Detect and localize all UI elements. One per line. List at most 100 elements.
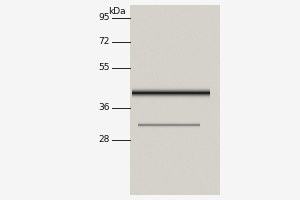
- Point: [181, 113, 186, 116]
- Point: [205, 18, 210, 21]
- Point: [162, 7, 167, 10]
- Point: [181, 174, 186, 177]
- Point: [138, 85, 143, 88]
- Point: [144, 143, 149, 146]
- Point: [154, 52, 159, 55]
- Point: [178, 50, 183, 53]
- Point: [139, 29, 144, 32]
- Point: [175, 35, 180, 39]
- Point: [195, 45, 200, 49]
- Point: [155, 45, 160, 48]
- Point: [213, 120, 218, 124]
- Point: [132, 112, 137, 115]
- Point: [170, 180, 175, 184]
- Point: [171, 20, 176, 23]
- Point: [175, 72, 180, 75]
- Point: [150, 54, 155, 58]
- Point: [190, 33, 195, 37]
- Point: [153, 37, 158, 40]
- Point: [129, 147, 134, 150]
- Point: [210, 75, 215, 78]
- Point: [154, 87, 159, 90]
- Point: [144, 25, 149, 28]
- Point: [204, 118, 209, 121]
- Point: [166, 72, 171, 75]
- Point: [182, 91, 187, 94]
- Point: [171, 89, 176, 92]
- Point: [205, 123, 209, 127]
- Point: [164, 52, 169, 55]
- Point: [179, 47, 184, 50]
- Point: [195, 50, 200, 54]
- Point: [142, 132, 146, 135]
- Point: [192, 138, 197, 142]
- Point: [163, 129, 168, 132]
- Point: [181, 30, 186, 33]
- Point: [171, 189, 176, 192]
- Point: [199, 9, 204, 12]
- Point: [206, 55, 211, 58]
- Point: [216, 166, 221, 169]
- Point: [206, 98, 211, 101]
- Point: [168, 149, 172, 152]
- Point: [146, 136, 151, 139]
- Point: [203, 80, 208, 83]
- Point: [138, 63, 143, 66]
- Point: [215, 46, 220, 50]
- Point: [148, 188, 153, 191]
- Point: [140, 75, 145, 78]
- Point: [158, 82, 163, 85]
- Point: [190, 26, 195, 29]
- Point: [191, 101, 196, 104]
- Point: [155, 180, 160, 183]
- Point: [130, 18, 135, 21]
- Point: [149, 125, 154, 128]
- Point: [148, 48, 153, 52]
- Point: [201, 159, 206, 163]
- Point: [199, 47, 204, 50]
- Point: [163, 9, 167, 12]
- Point: [138, 183, 142, 187]
- Point: [178, 60, 183, 64]
- Point: [141, 52, 146, 56]
- Point: [161, 160, 166, 163]
- Point: [169, 34, 174, 37]
- Point: [170, 21, 175, 25]
- Point: [156, 165, 161, 169]
- Point: [201, 181, 206, 184]
- Point: [154, 188, 159, 192]
- Point: [202, 136, 207, 139]
- Point: [205, 151, 210, 154]
- Point: [158, 177, 163, 180]
- Point: [133, 29, 138, 32]
- Point: [185, 111, 190, 114]
- Point: [153, 4, 158, 7]
- Point: [197, 92, 202, 95]
- Point: [210, 11, 215, 14]
- Point: [142, 171, 147, 174]
- Point: [215, 38, 220, 41]
- Point: [214, 119, 219, 123]
- Point: [171, 100, 176, 103]
- Point: [209, 165, 214, 168]
- Point: [163, 108, 168, 111]
- Point: [136, 52, 141, 55]
- Point: [156, 183, 161, 186]
- Point: [203, 102, 208, 106]
- Point: [142, 150, 146, 153]
- Point: [205, 84, 209, 87]
- Point: [178, 100, 182, 103]
- Point: [187, 145, 191, 148]
- Point: [172, 35, 176, 39]
- Point: [142, 88, 147, 91]
- Point: [187, 72, 191, 75]
- Point: [209, 82, 214, 86]
- Point: [170, 87, 175, 90]
- Point: [160, 4, 165, 7]
- Point: [159, 58, 164, 61]
- Point: [174, 123, 179, 126]
- Point: [162, 40, 167, 43]
- Point: [153, 115, 158, 118]
- Point: [217, 55, 221, 58]
- Point: [166, 125, 170, 128]
